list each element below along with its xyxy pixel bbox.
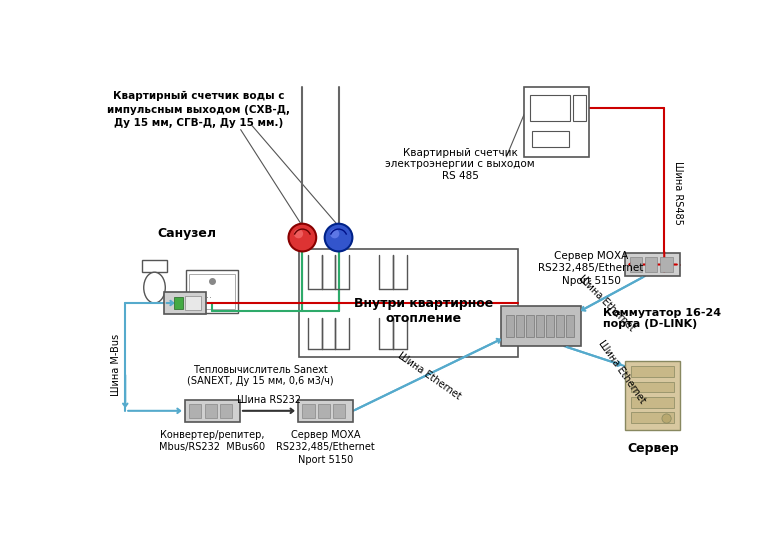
FancyBboxPatch shape	[630, 257, 642, 272]
FancyBboxPatch shape	[631, 412, 675, 423]
FancyBboxPatch shape	[189, 404, 201, 418]
Text: Тепловычислитель Sanext
(SANEXT, Ду 15 мм, 0,6 м3/ч): Тепловычислитель Sanext (SANEXT, Ду 15 м…	[187, 364, 333, 386]
FancyBboxPatch shape	[661, 257, 673, 272]
FancyBboxPatch shape	[184, 296, 201, 310]
Text: Санузел: Санузел	[157, 227, 217, 240]
FancyBboxPatch shape	[506, 315, 514, 337]
FancyBboxPatch shape	[530, 95, 571, 121]
FancyBboxPatch shape	[574, 95, 586, 121]
FancyBboxPatch shape	[204, 404, 217, 418]
FancyBboxPatch shape	[532, 131, 569, 147]
Text: Сервер: Сервер	[627, 442, 678, 455]
Text: Шина Ethernet: Шина Ethernet	[396, 351, 463, 401]
Circle shape	[288, 224, 316, 251]
Text: Шина Ethernet: Шина Ethernet	[577, 273, 636, 333]
FancyBboxPatch shape	[298, 400, 353, 422]
FancyBboxPatch shape	[173, 297, 183, 309]
FancyBboxPatch shape	[645, 257, 658, 272]
FancyBboxPatch shape	[220, 404, 232, 418]
FancyBboxPatch shape	[516, 315, 524, 337]
FancyBboxPatch shape	[631, 366, 675, 377]
Text: ..: ..	[206, 289, 212, 300]
FancyBboxPatch shape	[631, 382, 675, 392]
Circle shape	[662, 414, 672, 423]
FancyBboxPatch shape	[142, 260, 167, 272]
FancyBboxPatch shape	[625, 361, 681, 430]
FancyBboxPatch shape	[333, 404, 345, 418]
FancyBboxPatch shape	[318, 404, 330, 418]
Circle shape	[325, 224, 352, 251]
FancyBboxPatch shape	[526, 315, 534, 337]
FancyBboxPatch shape	[556, 315, 564, 337]
Circle shape	[294, 229, 303, 239]
Circle shape	[330, 229, 339, 239]
Text: Шина RS232: Шина RS232	[237, 395, 301, 405]
FancyBboxPatch shape	[536, 315, 544, 337]
FancyBboxPatch shape	[625, 253, 681, 276]
Ellipse shape	[143, 272, 165, 303]
Text: Шина RS485: Шина RS485	[674, 161, 684, 225]
FancyBboxPatch shape	[631, 397, 675, 408]
FancyBboxPatch shape	[524, 87, 589, 157]
FancyBboxPatch shape	[164, 292, 207, 314]
Text: Сервер МОХА
RS232,485/Ethernet
Nport 5150: Сервер МОХА RS232,485/Ethernet Nport 515…	[276, 430, 375, 465]
FancyBboxPatch shape	[298, 249, 518, 357]
Text: Конвертер/репитер,
Mbus/RS232  MBus60: Конвертер/репитер, Mbus/RS232 MBus60	[159, 430, 265, 452]
Text: Шина Ethernet: Шина Ethernet	[597, 339, 648, 406]
FancyBboxPatch shape	[500, 306, 581, 346]
FancyBboxPatch shape	[302, 404, 315, 418]
FancyBboxPatch shape	[186, 270, 238, 312]
Text: Сервер МОХА
RS232,485/Ethernet
Nport 5150: Сервер МОХА RS232,485/Ethernet Nport 515…	[538, 251, 644, 286]
FancyBboxPatch shape	[566, 315, 574, 337]
Text: Квартирный счетчик воды с
импульсным выходом (СХВ-Д,
Ду 15 мм, СГВ-Д, Ду 15 мм.): Квартирный счетчик воды с импульсным вых…	[107, 91, 290, 128]
FancyBboxPatch shape	[184, 400, 240, 422]
Text: Коммутатор 16-24
порта (D-LINK): Коммутатор 16-24 порта (D-LINK)	[603, 308, 721, 329]
Text: Квартирный счетчик
электроэнергии с выходом
RS 485: Квартирный счетчик электроэнергии с выхо…	[386, 148, 535, 181]
Text: Шина M-Bus: Шина M-Bus	[111, 333, 121, 396]
FancyBboxPatch shape	[546, 315, 554, 337]
Text: Внутри квартирное
отопление: Внутри квартирное отопление	[354, 297, 493, 325]
FancyBboxPatch shape	[189, 274, 235, 309]
